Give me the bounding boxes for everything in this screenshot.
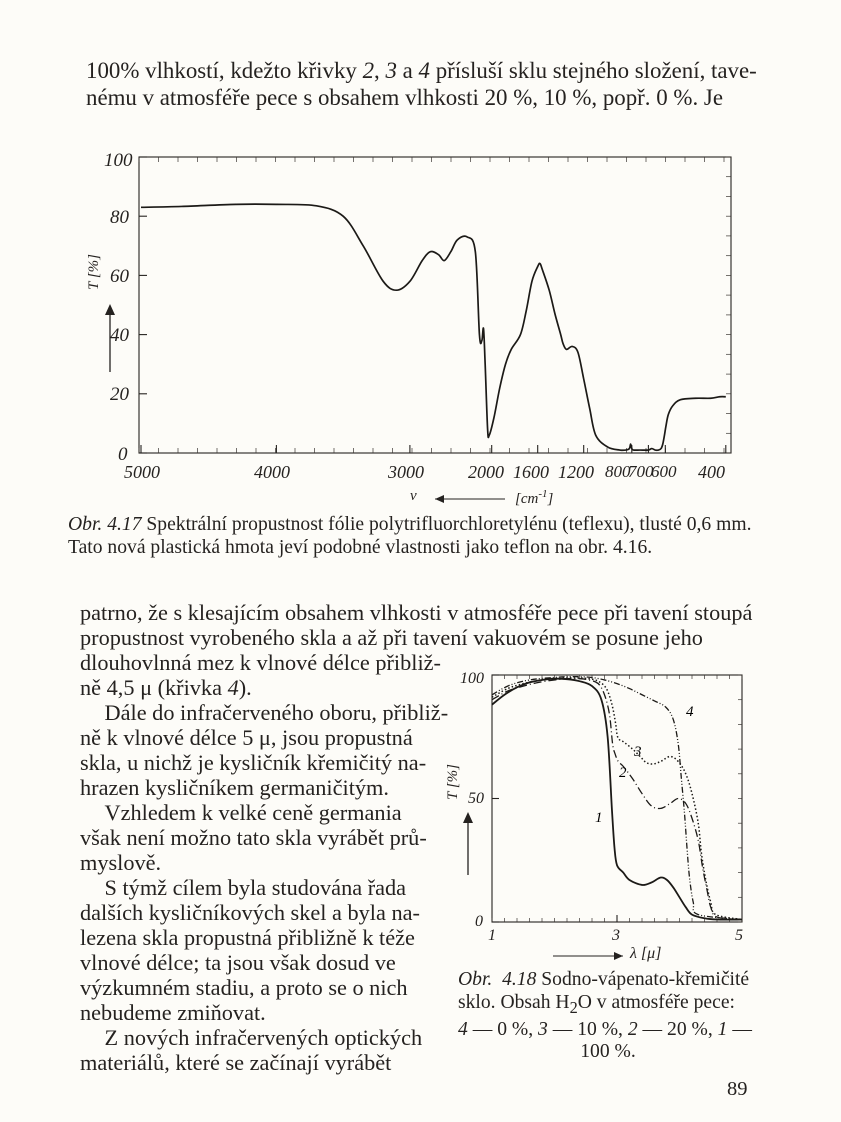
svg-text:2: 2 — [619, 765, 627, 781]
svg-text:1: 1 — [595, 810, 603, 826]
svg-text:4: 4 — [686, 704, 694, 720]
svg-text:3: 3 — [633, 744, 642, 760]
